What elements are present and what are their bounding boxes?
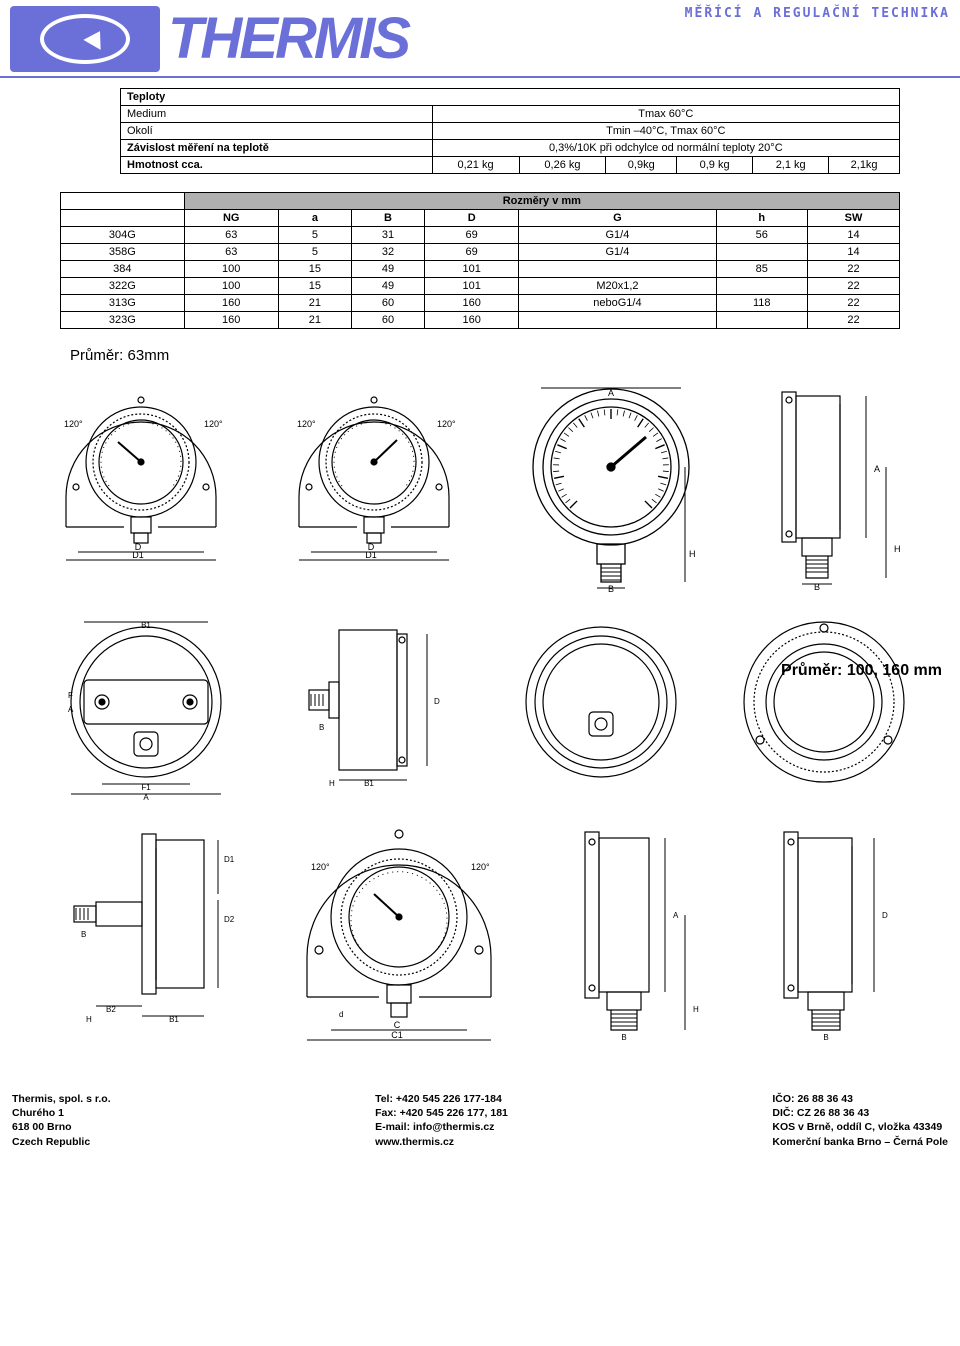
gauge-side-view-a: A H B [754,382,914,592]
footer-right: IČO: 26 88 36 43DIČ: CZ 26 88 36 43KOS v… [772,1092,948,1149]
footer-left: Thermis, spol. s r.o.Churého 1618 00 Brn… [12,1092,111,1149]
svg-text:C: C [394,1020,401,1030]
spec-table-container: TeplotyMediumTmax 60°COkolíTmin –40°C, T… [0,78,960,174]
svg-text:d: d [339,1010,343,1019]
section-label-100-160: Průměr: 100, 160 mm [781,662,942,680]
spec-table: TeplotyMediumTmax 60°COkolíTmin –40°C, T… [120,88,900,174]
svg-text:A: A [874,464,880,474]
page-footer: Thermis, spol. s r.o.Churého 1618 00 Brn… [0,1062,960,1161]
diagram-row-2: B1 F A F1 A D B1 [0,602,960,812]
svg-text:D2: D2 [224,915,235,924]
tagline: MĚŘÍCÍ A REGULAČNÍ TECHNIKA [685,6,950,21]
svg-text:D: D [434,697,440,706]
gauge-rear-a: B1 F A F1 A [46,612,246,802]
svg-text:A: A [608,388,614,398]
dims-table-container: Rozměry v mmNGaBDGhSW304G6353169G1/45614… [0,192,960,329]
svg-text:B: B [823,1033,828,1042]
section-label-63: Průměr: 63mm [0,329,960,372]
svg-text:120°: 120° [204,419,223,429]
svg-text:F: F [68,691,73,700]
gauge-flange-round [734,612,914,802]
svg-text:A: A [68,705,74,714]
gauge-front-flange-b: 120° 120° D D1 [279,382,469,592]
gauge-profile-a: D1 D2 B2 B B1 H [46,822,246,1052]
gauge-front-large: A H B [511,382,711,592]
svg-text:H: H [693,1005,699,1014]
svg-text:B: B [81,930,86,939]
svg-text:H: H [894,544,901,554]
footer-mid: Tel: +420 545 226 177-184Fax: +420 545 2… [375,1092,508,1149]
svg-text:A: A [673,911,679,920]
gauge-profile-c: D B [754,822,914,1052]
diagram-row-1: 120° 120° D D1 120° 120° [0,372,960,602]
svg-text:D1: D1 [224,855,235,864]
gauge-rear-b [511,612,691,802]
svg-text:B: B [622,1033,627,1042]
svg-text:H: H [329,779,335,788]
svg-text:120°: 120° [311,862,330,872]
svg-text:120°: 120° [437,419,456,429]
svg-text:C1: C1 [391,1030,403,1040]
svg-text:D1: D1 [365,550,377,560]
svg-text:D: D [882,911,888,920]
gauge-front-flange-a: 120° 120° D D1 [46,382,236,592]
angle-label: 120° [64,419,83,429]
gauge-front-flange-c: 120° 120° d C C1 [289,822,509,1052]
gauge-rear-side: D B1 B H [289,612,469,802]
brand-name: THERMIS [168,10,408,68]
svg-text:120°: 120° [297,419,316,429]
svg-text:H: H [689,549,696,559]
svg-text:H: H [86,1015,92,1024]
svg-text:120°: 120° [471,862,490,872]
page-header: THERMIS MĚŘÍCÍ A REGULAČNÍ TECHNIKA [0,0,960,78]
logo-icon [10,6,160,72]
svg-text:D1: D1 [132,550,144,560]
svg-text:B: B [319,723,324,732]
gauge-profile-b: A H B [551,822,711,1052]
diagram-row-3: D1 D2 B2 B B1 H [0,812,960,1062]
dimensions-table: Rozměry v mmNGaBDGhSW304G6353169G1/45614… [60,192,900,329]
